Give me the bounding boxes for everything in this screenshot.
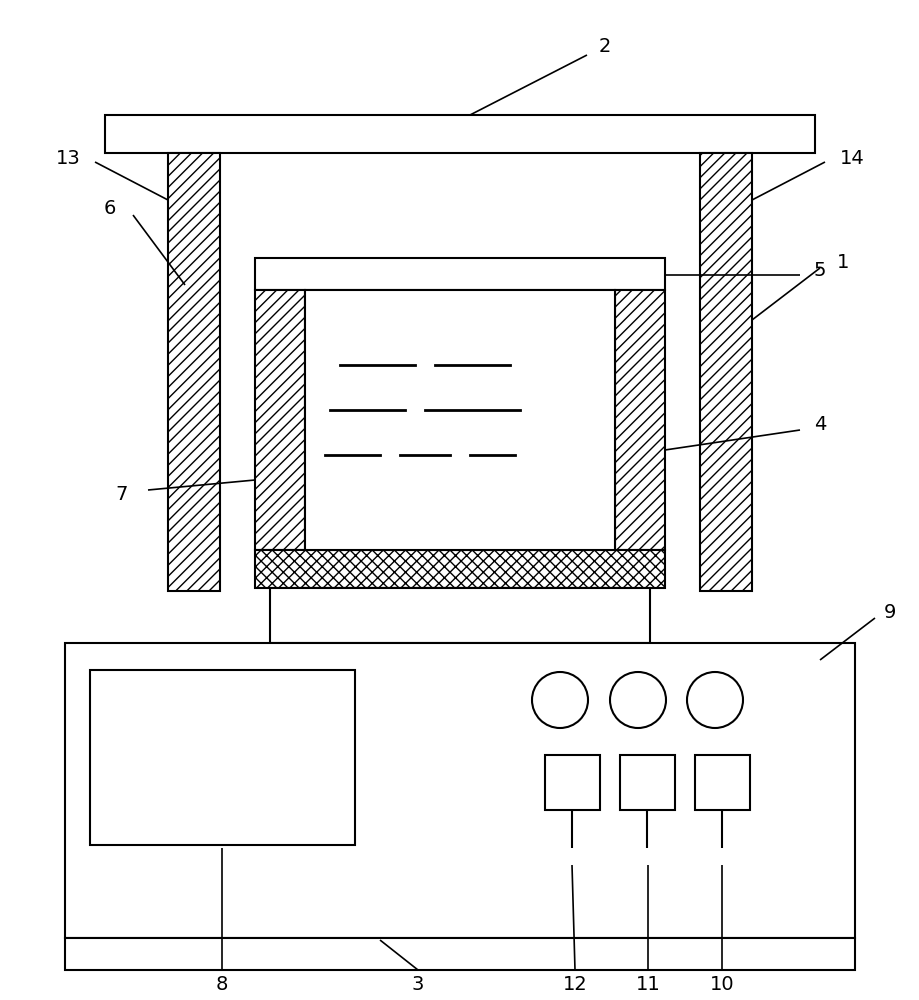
Text: 8: 8 bbox=[216, 976, 228, 994]
Text: 12: 12 bbox=[562, 976, 587, 994]
Bar bbox=[620, 755, 675, 810]
Bar bbox=[700, 153, 752, 591]
Text: 11: 11 bbox=[636, 976, 661, 994]
Text: 7: 7 bbox=[116, 486, 128, 504]
Bar bbox=[255, 290, 305, 550]
Bar bbox=[105, 115, 815, 153]
Text: 5: 5 bbox=[813, 260, 826, 279]
Bar bbox=[615, 290, 665, 550]
Text: 1: 1 bbox=[837, 252, 849, 271]
Bar bbox=[695, 755, 750, 810]
Text: 2: 2 bbox=[599, 37, 611, 56]
Text: 14: 14 bbox=[840, 148, 865, 167]
Text: 13: 13 bbox=[56, 148, 80, 167]
Bar bbox=[545, 755, 600, 810]
Bar bbox=[255, 550, 665, 588]
Text: 10: 10 bbox=[709, 976, 734, 994]
Bar bbox=[65, 643, 855, 938]
Text: 3: 3 bbox=[412, 976, 425, 994]
Bar bbox=[168, 153, 220, 591]
Bar bbox=[65, 938, 855, 970]
Text: 9: 9 bbox=[884, 602, 896, 621]
Bar bbox=[300, 588, 620, 628]
Bar bbox=[305, 290, 615, 550]
Bar bbox=[255, 258, 665, 290]
Text: 6: 6 bbox=[104, 198, 116, 218]
Bar bbox=[270, 588, 650, 643]
Bar bbox=[90, 670, 355, 845]
Text: 4: 4 bbox=[814, 416, 826, 434]
